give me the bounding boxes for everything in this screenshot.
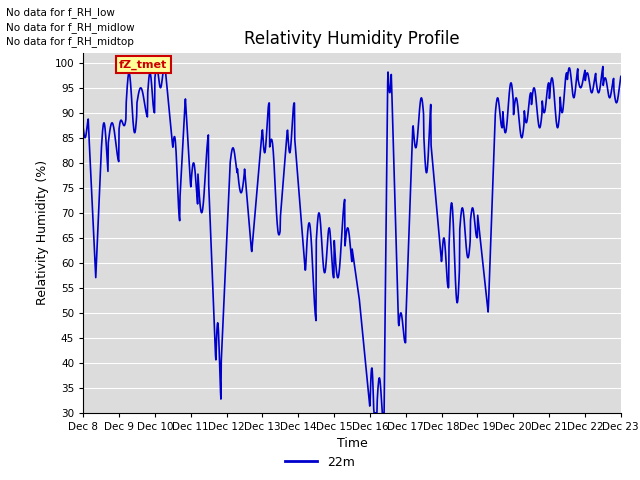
Text: fZ_tmet: fZ_tmet [119, 60, 167, 70]
Text: No data for f_RH_low: No data for f_RH_low [6, 7, 115, 18]
Text: No data for f_RH_midlow: No data for f_RH_midlow [6, 22, 135, 33]
Title: Relativity Humidity Profile: Relativity Humidity Profile [244, 30, 460, 48]
Y-axis label: Relativity Humidity (%): Relativity Humidity (%) [36, 160, 49, 305]
Legend: 22m: 22m [280, 451, 360, 474]
X-axis label: Time: Time [337, 437, 367, 450]
Text: No data for f_RH_midtop: No data for f_RH_midtop [6, 36, 134, 47]
